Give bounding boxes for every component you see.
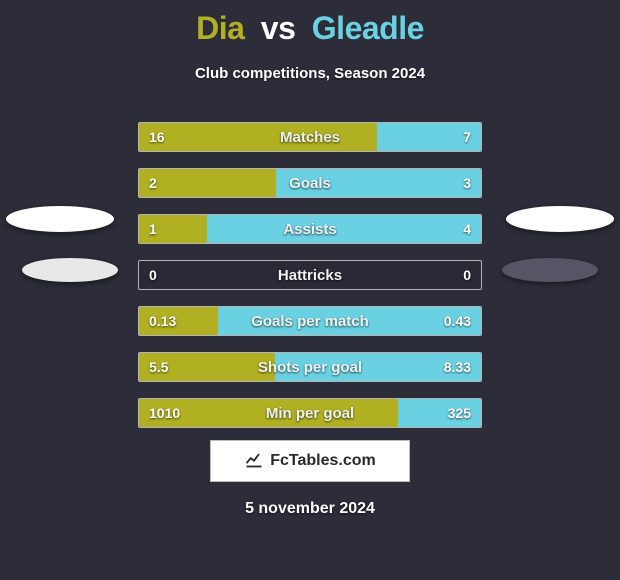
stat-label: Goals xyxy=(139,169,481,197)
stat-label: Goals per match xyxy=(139,307,481,335)
subtitle: Club competitions, Season 2024 xyxy=(0,65,620,82)
comparison-title: Dia vs Gleadle xyxy=(0,0,620,47)
stat-row: 00Hattricks xyxy=(138,260,482,290)
stat-bars: 167Matches 23Goals 14Assists 00Hattricks 0.1… xyxy=(138,122,482,444)
player1-ellipse-1 xyxy=(6,206,114,232)
stat-row: 5.58.33Shots per goal xyxy=(138,352,482,382)
stat-label: Assists xyxy=(139,215,481,243)
stat-row: 14Assists xyxy=(138,214,482,244)
stat-row: 167Matches xyxy=(138,122,482,152)
chart-icon xyxy=(244,449,264,474)
player1-name: Dia xyxy=(196,10,244,46)
stat-label: Hattricks xyxy=(139,261,481,289)
stat-label: Shots per goal xyxy=(139,353,481,381)
stat-label: Min per goal xyxy=(139,399,481,427)
stat-label: Matches xyxy=(139,123,481,151)
player2-ellipse-1 xyxy=(506,206,614,232)
player2-name: Gleadle xyxy=(312,10,424,46)
logo-text: FcTables.com xyxy=(270,452,376,470)
player1-ellipse-2 xyxy=(22,258,118,282)
player2-ellipse-2 xyxy=(502,258,598,282)
stat-row: 1010325Min per goal xyxy=(138,398,482,428)
stat-row: 0.130.43Goals per match xyxy=(138,306,482,336)
vs-text: vs xyxy=(261,10,296,46)
source-logo: FcTables.com xyxy=(210,440,410,482)
stat-row: 23Goals xyxy=(138,168,482,198)
date-text: 5 november 2024 xyxy=(0,500,620,518)
